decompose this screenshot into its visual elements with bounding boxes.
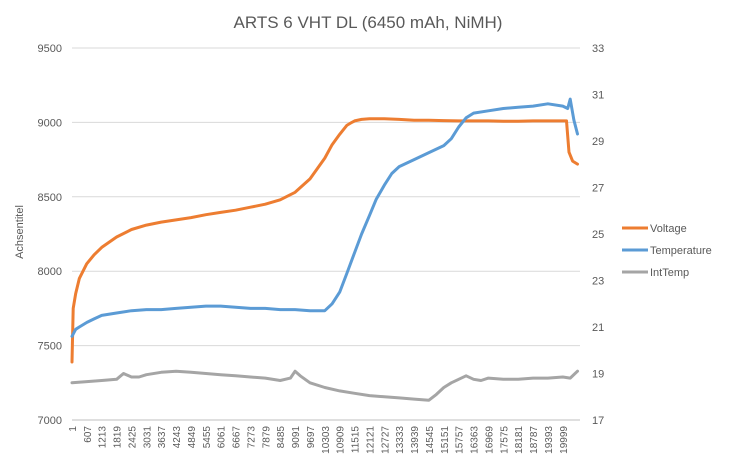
x-tick-label: 19999 bbox=[559, 426, 570, 454]
x-tick-label: 1213 bbox=[98, 426, 109, 449]
legend-label: Temperature bbox=[650, 245, 712, 257]
y2-tick-label: 17 bbox=[592, 415, 604, 427]
x-tick-label: 17575 bbox=[499, 426, 510, 454]
x-tick-label: 10303 bbox=[321, 426, 332, 454]
x-tick-label: 9091 bbox=[291, 426, 302, 449]
y2-tick-label: 21 bbox=[592, 322, 604, 334]
x-tick-label: 11515 bbox=[351, 426, 362, 454]
x-tick-label: 13939 bbox=[410, 426, 421, 454]
x-tick-label: 15757 bbox=[455, 426, 466, 454]
legend-label: IntTemp bbox=[650, 267, 689, 279]
x-tick-label: 7879 bbox=[261, 426, 272, 449]
y2-tick-label: 27 bbox=[592, 183, 604, 195]
x-tick-label: 6061 bbox=[217, 426, 228, 449]
x-tick-label: 16363 bbox=[470, 426, 481, 454]
x-tick-label: 607 bbox=[83, 426, 94, 443]
legend: Voltage Temperature IntTemp bbox=[622, 223, 712, 279]
x-tick-label: 3637 bbox=[157, 426, 168, 449]
x-tick-label: 9697 bbox=[306, 426, 317, 449]
y-tick-label: 9500 bbox=[38, 43, 62, 55]
gridlines bbox=[72, 47, 580, 421]
x-tick-label: 10909 bbox=[336, 426, 347, 454]
x-tick-label: 4849 bbox=[187, 426, 198, 449]
x-tick-label: 1 bbox=[68, 426, 79, 432]
x-tick-label: 18787 bbox=[529, 426, 540, 454]
x-tick-label: 18181 bbox=[514, 426, 525, 454]
y-tick-label: 9000 bbox=[38, 117, 62, 129]
x-tick-label: 6667 bbox=[232, 426, 243, 449]
series-line-inttemp bbox=[70, 369, 579, 402]
y2-tick-label: 29 bbox=[592, 136, 604, 148]
x-tick-label: 16969 bbox=[484, 426, 495, 454]
x-tick-label: 1819 bbox=[113, 426, 124, 449]
axes: 7000 7500 8000 8500 9000 9500 17 19 21 23 25 27 29 31… bbox=[38, 43, 605, 454]
y2-tick-label: 19 bbox=[592, 369, 604, 381]
x-tick-label: 12121 bbox=[365, 426, 376, 454]
x-tick-label: 5455 bbox=[202, 426, 213, 449]
series-line-voltage bbox=[70, 117, 579, 364]
chart-title: ARTS 6 VHT DL (6450 mAh, NiMH) bbox=[234, 13, 503, 32]
x-tick-label: 15151 bbox=[440, 426, 451, 454]
y-tick-label: 7000 bbox=[38, 415, 62, 427]
y2-tick-label: 33 bbox=[592, 43, 604, 55]
y2-tick-label: 31 bbox=[592, 90, 604, 102]
x-tick-label: 3031 bbox=[142, 426, 153, 449]
series-lines bbox=[70, 97, 579, 402]
x-tick-label: 12727 bbox=[380, 426, 391, 454]
x-tick-label: 13333 bbox=[395, 426, 406, 454]
y-axis-title: Achsentitel bbox=[14, 205, 26, 259]
x-tick-label: 19393 bbox=[544, 426, 555, 454]
y-tick-label: 8500 bbox=[38, 192, 62, 204]
legend-label: Voltage bbox=[650, 223, 687, 235]
x-tick-label: 4243 bbox=[172, 426, 183, 449]
y-tick-label: 8000 bbox=[38, 266, 62, 278]
y2-tick-label: 23 bbox=[592, 276, 604, 288]
x-tick-label: 8485 bbox=[276, 426, 287, 449]
y2-tick-label: 25 bbox=[592, 229, 604, 241]
x-tick-label: 7273 bbox=[246, 426, 257, 449]
x-tick-label: 14545 bbox=[425, 426, 436, 454]
y-tick-label: 7500 bbox=[38, 341, 62, 353]
series-line-temperature bbox=[70, 97, 579, 338]
x-tick-label: 2425 bbox=[127, 426, 138, 449]
